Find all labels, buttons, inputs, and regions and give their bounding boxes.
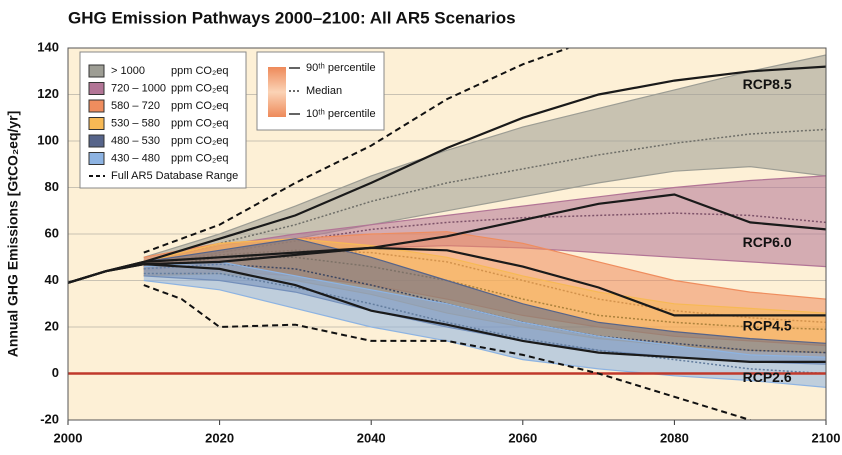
- y-tick-label: 140: [37, 39, 59, 54]
- legend-unit: ppm CO₂eq: [171, 100, 228, 112]
- legend-box: [79, 51, 247, 189]
- y-tick-label: 40: [45, 272, 59, 287]
- y-tick-label: 20: [45, 318, 59, 333]
- y-axis-label: Annual GHG Emissions [GtCO₂eq/yr]: [5, 111, 21, 358]
- plot-frame: [67, 47, 827, 421]
- rcp-label: RCP2.6: [743, 369, 792, 385]
- range-upper: [143, 175, 826, 263]
- legend-unit: ppm CO₂eq: [171, 152, 228, 164]
- range-lower: [143, 279, 826, 388]
- legend-swatch: [88, 82, 105, 95]
- legend-unit: ppm CO₂eq: [171, 117, 228, 129]
- legend-label: 90ᵗʰ percentile: [306, 62, 376, 74]
- legend-swatch: [88, 117, 105, 130]
- legend-label: > 1000: [111, 65, 145, 77]
- legend-swatch: [88, 152, 105, 165]
- plot-area: [68, 48, 826, 420]
- range-upper: [143, 261, 826, 358]
- legend-label: 480 – 530: [111, 135, 160, 147]
- legend-label: 580 – 720: [111, 100, 160, 112]
- range-upper: [143, 54, 826, 258]
- rcp-label: RCP4.5: [743, 318, 792, 334]
- rcp-label: RCP8.5: [743, 76, 792, 92]
- rcp-line: [68, 246, 826, 317]
- x-tick-label: 2080: [660, 430, 689, 445]
- rcp-line: [68, 263, 826, 363]
- y-tick-label: 60: [45, 225, 59, 240]
- legend-unit: ppm CO₂eq: [171, 135, 228, 147]
- legend-label: Median: [306, 85, 342, 97]
- chart-title: GHG Emission Pathways 2000–2100: All AR5…: [68, 8, 516, 27]
- range-median: [143, 263, 826, 354]
- range-median: [143, 128, 826, 265]
- x-tick-label: 2000: [54, 430, 83, 445]
- legend-swatch: [88, 64, 105, 78]
- legend-label: 10ᵗʰ percentile: [306, 108, 376, 120]
- legend-unit: ppm CO₂eq: [171, 82, 228, 94]
- x-tick-label: 2040: [357, 430, 386, 445]
- x-tick-label: 2060: [508, 430, 537, 445]
- y-tick-label: 80: [45, 179, 59, 194]
- range-upper: [143, 238, 826, 314]
- range-band: [143, 238, 826, 365]
- rcp-label: RCP6.0: [743, 234, 792, 250]
- y-tick-label: 120: [37, 86, 59, 101]
- x-tick-label: 2020: [205, 430, 234, 445]
- database-range-line: [143, 284, 751, 420]
- range-upper: [143, 238, 826, 344]
- y-tick-label: 100: [37, 132, 59, 147]
- legend-label: 720 – 1000: [111, 82, 166, 94]
- database-range-line: [143, 48, 569, 254]
- legend-unit: ppm CO₂eq: [171, 65, 228, 77]
- y-tick-label: -20: [40, 411, 59, 426]
- x-tick-label: 2100: [812, 430, 841, 445]
- legend-label: Full AR5 Database Range: [111, 170, 238, 182]
- range-median: [143, 272, 826, 375]
- legend-swatch: [88, 99, 105, 113]
- legend-label: 430 – 480: [111, 152, 160, 164]
- legend-label: 530 – 580: [111, 117, 160, 129]
- legend-swatch: [88, 134, 105, 148]
- range-band: [143, 55, 826, 269]
- y-tick-label: 0: [52, 365, 59, 380]
- range-median: [143, 212, 826, 268]
- legend-swatch: [268, 67, 286, 117]
- range-median: [143, 256, 826, 331]
